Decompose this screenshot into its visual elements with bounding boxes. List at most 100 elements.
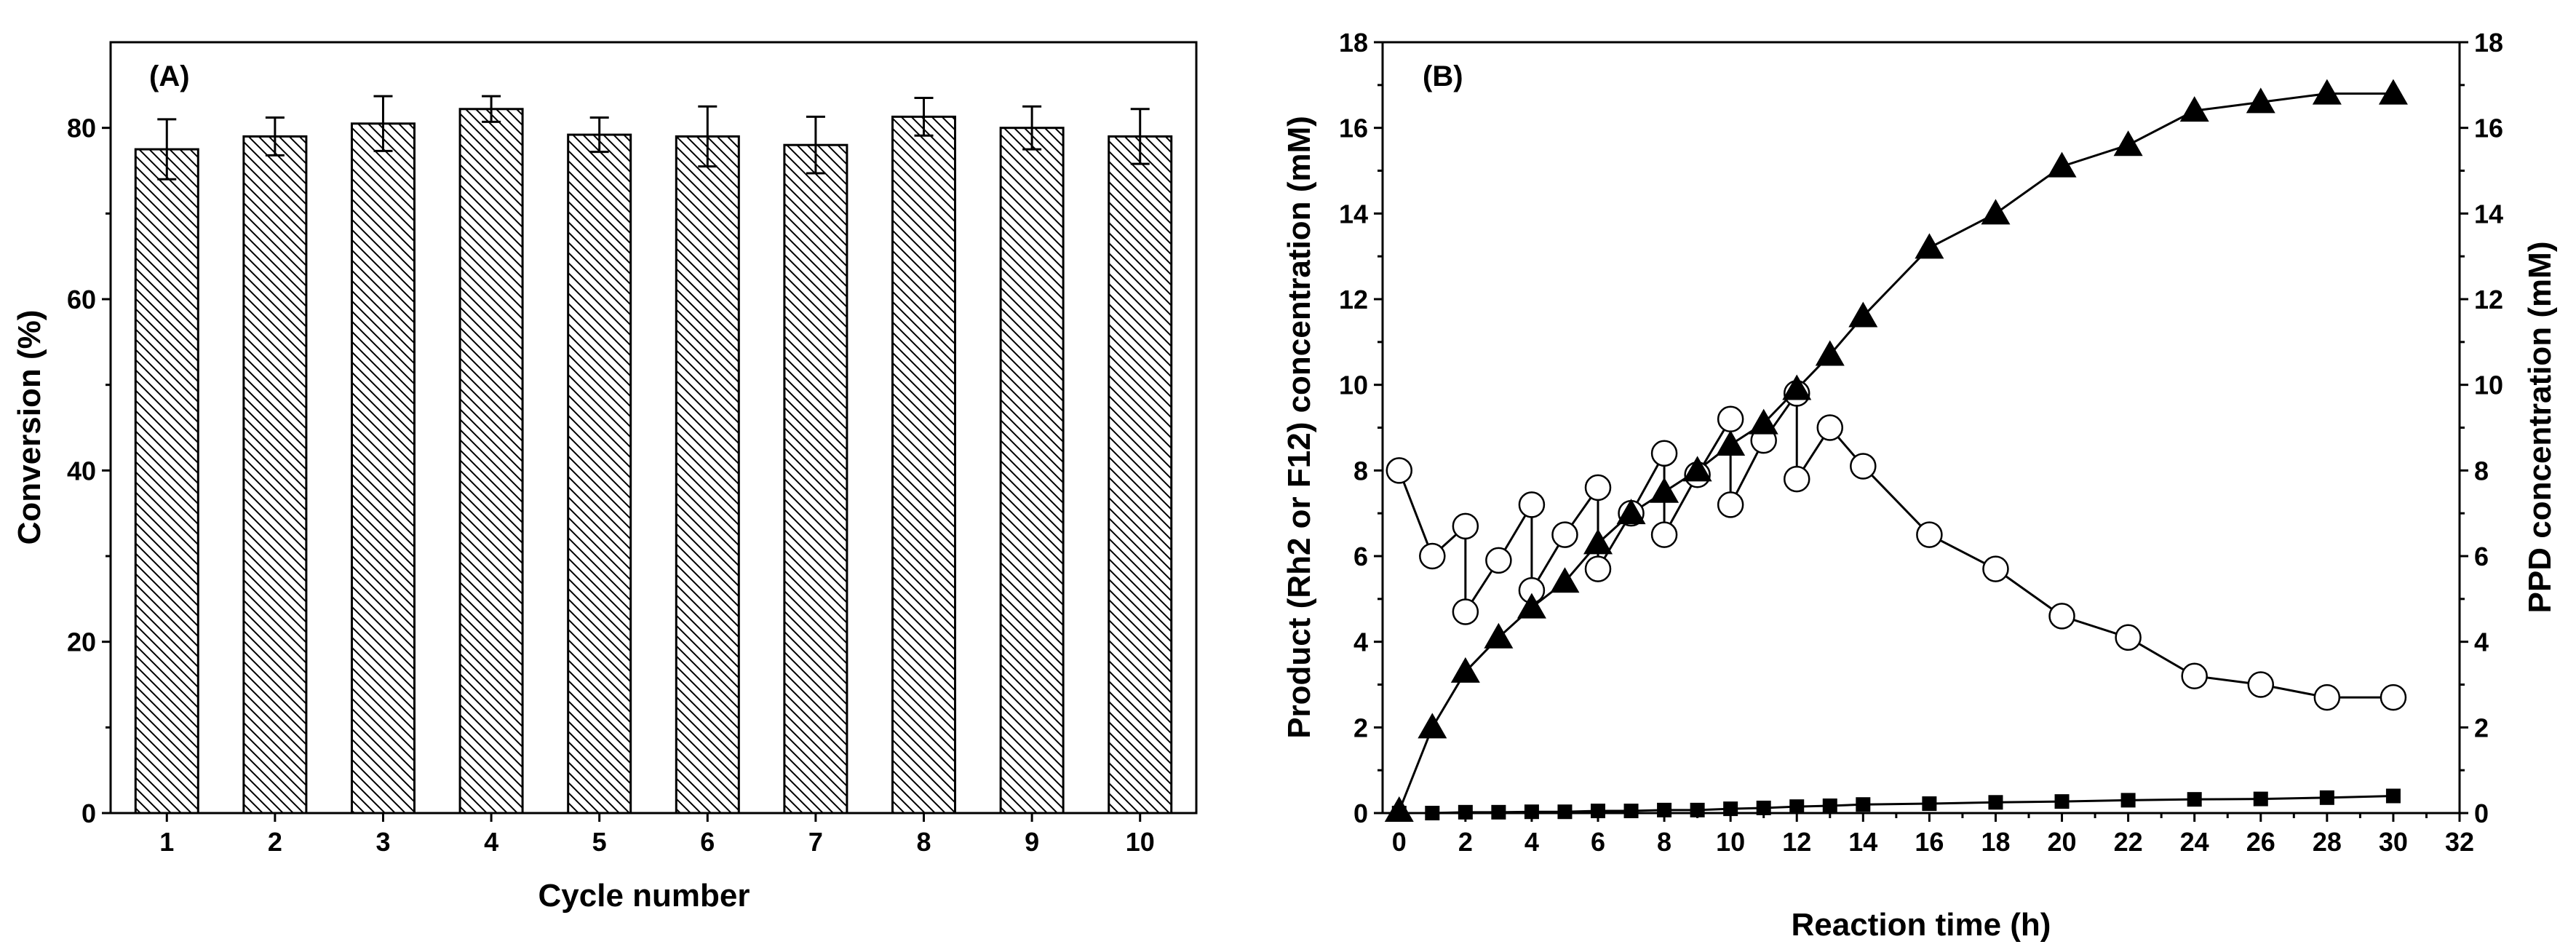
panel-b-ticks: 0 2 4 6 8 10 12 14 16 18 20 22 24 26 28 30 320 02 24 46 68 81… bbox=[1339, 28, 2503, 857]
bar-cycle-8 bbox=[891, 115, 957, 815]
point-open-circles-5 bbox=[1518, 491, 1546, 518]
point-filled-triangles-11 bbox=[1749, 408, 1778, 435]
bar-cycle-10 bbox=[1108, 135, 1173, 815]
point-filled-squares-4 bbox=[1524, 804, 1539, 820]
y-tick-label-0: 0 bbox=[82, 799, 96, 828]
point-filled-squares-9 bbox=[1690, 802, 1705, 817]
point-filled-squares-16 bbox=[1988, 795, 2003, 810]
y-left-tick-label-10: 10 bbox=[1339, 371, 1368, 400]
bar-cycle-1 bbox=[134, 148, 199, 815]
bar-cycle-7 bbox=[783, 143, 848, 815]
point-filled-triangles-14 bbox=[1848, 301, 1878, 328]
point-filled-triangles-16 bbox=[1981, 199, 2011, 225]
y-left-tick-label-6: 6 bbox=[1353, 542, 1368, 571]
x-tick-label-9: 9 bbox=[1025, 827, 1039, 857]
point-open-circles-7 bbox=[1551, 521, 1578, 548]
point-open-circles-20 bbox=[1850, 453, 1877, 480]
bar-cycle-5 bbox=[567, 133, 632, 815]
panel-a-label: (A) bbox=[149, 60, 190, 92]
y-tick-label-60: 60 bbox=[67, 285, 96, 314]
x-tick-label-8: 8 bbox=[916, 827, 931, 857]
point-filled-squares-12 bbox=[1789, 799, 1805, 815]
x-tick-label-4: 4 bbox=[484, 827, 498, 857]
x-tick-label-28: 28 bbox=[2313, 827, 2342, 857]
point-open-circles-24 bbox=[2115, 624, 2142, 651]
point-filled-triangles-20 bbox=[2246, 87, 2275, 114]
point-filled-squares-20 bbox=[2253, 791, 2268, 807]
x-tick-label-14: 14 bbox=[1848, 827, 1877, 857]
point-open-circles-0 bbox=[1386, 457, 1413, 484]
x-tick-label-2: 2 bbox=[268, 827, 282, 857]
panel-b: 0 2 4 6 8 10 12 14 16 18 20 22 24 26 28 30 320 02 24 46 68 81… bbox=[1281, 28, 2558, 943]
point-filled-triangles-5 bbox=[1550, 567, 1580, 593]
y-left-tick-label-14: 14 bbox=[1339, 199, 1368, 229]
point-filled-triangles-8 bbox=[1650, 477, 1679, 503]
point-filled-triangles-22 bbox=[2378, 79, 2408, 105]
y-right-tick-label-16: 16 bbox=[2474, 114, 2503, 143]
x-tick-label-4: 4 bbox=[1524, 827, 1539, 857]
panel-b-label: (B) bbox=[1423, 60, 1463, 92]
y-left-tick-label-18: 18 bbox=[1339, 28, 1368, 58]
point-open-circles-9 bbox=[1584, 555, 1612, 582]
x-tick-label-16: 16 bbox=[1915, 827, 1944, 857]
bar-cycle-3 bbox=[350, 122, 416, 815]
point-open-circles-1 bbox=[1419, 542, 1446, 570]
point-filled-triangles-9 bbox=[1682, 456, 1712, 482]
y-left-tick-label-0: 0 bbox=[1353, 799, 1368, 828]
bar-cycle-6 bbox=[675, 135, 740, 815]
y-right-tick-label-4: 4 bbox=[2474, 627, 2489, 657]
point-filled-triangles-15 bbox=[1915, 233, 1944, 259]
point-filled-triangles-18 bbox=[2113, 130, 2143, 156]
x-tick-label-10: 10 bbox=[1126, 827, 1155, 857]
point-open-circles-12 bbox=[1650, 521, 1678, 548]
x-tick-label-20: 20 bbox=[2048, 827, 2077, 857]
point-open-circles-22 bbox=[1982, 555, 2009, 582]
bar-cycle-4 bbox=[458, 108, 524, 815]
point-filled-triangles-10 bbox=[1716, 430, 1746, 456]
point-filled-triangles-1 bbox=[1418, 713, 1447, 739]
panel-b-plot-frame bbox=[1381, 41, 2461, 815]
y-left-tick-label-4: 4 bbox=[1353, 627, 1368, 657]
y-left-tick-label-16: 16 bbox=[1339, 114, 1368, 143]
x-tick-label-6: 6 bbox=[700, 827, 715, 857]
point-filled-triangles-6 bbox=[1583, 528, 1613, 555]
point-filled-squares-14 bbox=[1856, 797, 1871, 812]
point-filled-squares-10 bbox=[1723, 801, 1738, 817]
point-filled-squares-15 bbox=[1922, 796, 1937, 812]
x-tick-label-32: 32 bbox=[2445, 827, 2474, 857]
point-filled-squares-8 bbox=[1657, 802, 1672, 817]
point-filled-squares-2 bbox=[1458, 804, 1473, 820]
y-right-tick-label-10: 10 bbox=[2474, 371, 2503, 400]
panel-a: 0 20 40 60 80 1 2 3 4 5 6 7 8 9 10 (A) Cycle number C… bbox=[12, 41, 1198, 914]
point-filled-triangles-21 bbox=[2312, 79, 2342, 105]
x-tick-label-22: 22 bbox=[2114, 827, 2143, 857]
y-right-tick-label-0: 0 bbox=[2474, 799, 2489, 828]
point-filled-triangles-13 bbox=[1815, 340, 1845, 366]
y-right-tick-label-8: 8 bbox=[2474, 456, 2489, 486]
panel-a-y-axis-title: Conversion (%) bbox=[12, 310, 47, 545]
point-open-circles-25 bbox=[2181, 662, 2208, 689]
series-line-filled-triangles bbox=[1398, 92, 2393, 812]
y-tick-label-20: 20 bbox=[67, 627, 96, 657]
point-open-circles-28 bbox=[2380, 683, 2407, 711]
panel-a-y-ticks: 0 20 40 60 80 bbox=[67, 114, 111, 828]
panel-a-bars bbox=[134, 95, 1173, 815]
x-tick-label-30: 30 bbox=[2379, 827, 2408, 857]
x-tick-label-12: 12 bbox=[1782, 827, 1811, 857]
point-filled-squares-18 bbox=[2120, 793, 2136, 808]
x-tick-label-2: 2 bbox=[1458, 827, 1473, 857]
x-tick-label-8: 8 bbox=[1657, 827, 1671, 857]
series-line-filled-squares bbox=[1399, 794, 2393, 815]
point-open-circles-8 bbox=[1584, 474, 1612, 502]
point-filled-squares-13 bbox=[1822, 798, 1837, 813]
x-tick-label-7: 7 bbox=[808, 827, 823, 857]
point-open-circles-3 bbox=[1452, 598, 1479, 625]
point-filled-triangles-7 bbox=[1616, 499, 1646, 525]
point-filled-squares-21 bbox=[2319, 790, 2334, 805]
y-right-tick-label-14: 14 bbox=[2474, 199, 2503, 229]
y-left-tick-label-12: 12 bbox=[1339, 285, 1368, 314]
point-open-circles-19 bbox=[1816, 414, 1844, 441]
x-tick-label-1: 1 bbox=[159, 827, 174, 857]
x-tick-label-10: 10 bbox=[1716, 827, 1745, 857]
